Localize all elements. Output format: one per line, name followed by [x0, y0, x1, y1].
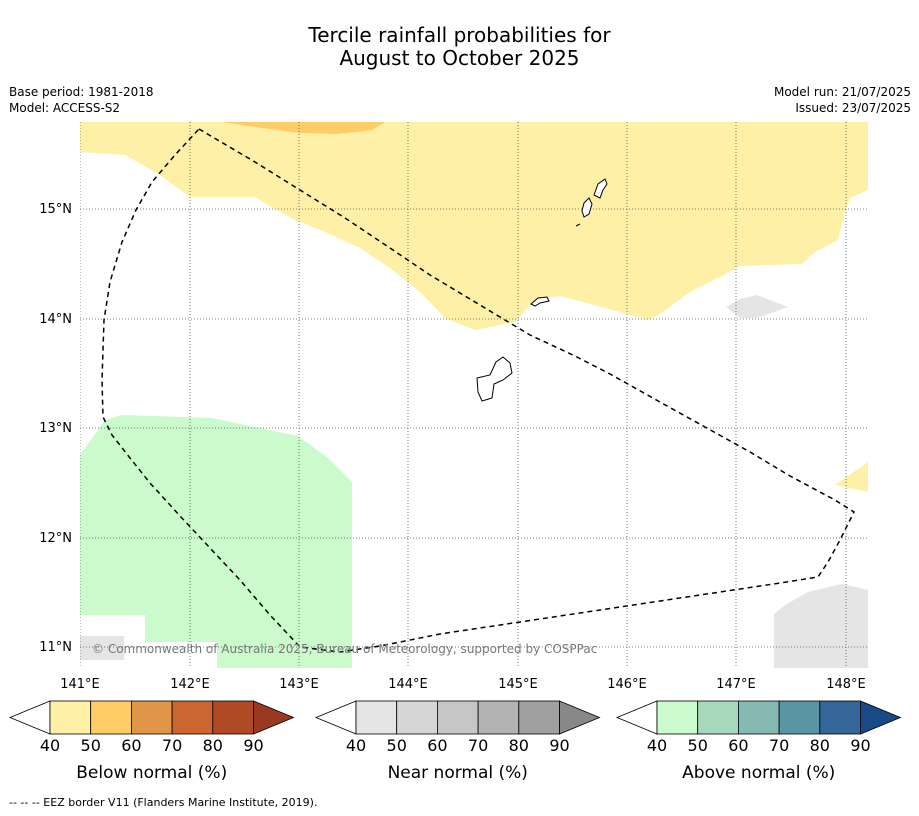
- colorbar-segment: [738, 700, 780, 735]
- eez-footnote: -- -- -- EEZ border V11 (Flanders Marine…: [9, 796, 318, 809]
- lon-label: 148°E: [826, 677, 866, 692]
- meta-right: Model run: 21/07/2025 Issued: 23/07/2025: [774, 84, 911, 116]
- colorbar-tick-label: 60: [728, 736, 748, 755]
- colorbar-label: Above normal (%): [682, 763, 835, 783]
- base-period: Base period: 1981-2018: [9, 85, 154, 99]
- colorbar-extend-low: [8, 700, 51, 735]
- below-normal-region-east: [835, 462, 868, 492]
- map-title-line2: August to October 2025: [339, 46, 580, 70]
- below-normal-region: [80, 122, 868, 330]
- colorbar-segment: [49, 700, 92, 735]
- latitude-labels: 15°N 14°N 13°N 12°N 11°N: [39, 202, 72, 655]
- lon-label: 145°E: [498, 677, 538, 692]
- colorbar-tick-label: 80: [810, 736, 830, 755]
- lat-label: 13°N: [39, 421, 72, 436]
- lon-label: 141°E: [60, 677, 100, 692]
- colorbar-segment: [396, 700, 438, 735]
- colorbar-segment: [518, 700, 560, 735]
- near-normal-region-southwest: [80, 636, 124, 660]
- colorbar-segment: [697, 700, 739, 735]
- colorbar-tick-label: 70: [468, 736, 488, 755]
- graticule: [80, 122, 868, 668]
- issued-date: Issued: 23/07/2025: [795, 101, 911, 115]
- colorbar-tick-label: 80: [509, 736, 529, 755]
- near-normal-region-northeast: [726, 295, 788, 318]
- colorbar-tick-label: 60: [121, 736, 141, 755]
- colorbar: 40 50 60 70 80 90 Near normal (%): [314, 700, 601, 783]
- island-tinian: [581, 197, 593, 218]
- copyright-text: © Commonwealth of Australia 2025, Bureau…: [92, 642, 597, 656]
- lon-label: 144°E: [388, 677, 428, 692]
- colorbar-extend-high: [559, 700, 601, 735]
- colorbars: 40 50 60 70 80 90 Below normal (%) 40 50 60 70 80 90…: [8, 700, 902, 783]
- colorbar-tick-label: 50: [387, 736, 407, 755]
- near-normal-region-east: [774, 584, 868, 668]
- colorbar-extend-high: [253, 700, 295, 735]
- lon-label: 143°E: [279, 677, 319, 692]
- colorbar-segment: [656, 700, 699, 735]
- model-run: Model run: 21/07/2025: [773, 85, 911, 99]
- lat-label: 11°N: [39, 640, 72, 655]
- colorbar-tick-label: 70: [769, 736, 789, 755]
- map-area: [80, 122, 868, 668]
- colorbar-segment: [477, 700, 520, 735]
- lat-label: 12°N: [39, 531, 72, 546]
- colorbar-segment: [436, 700, 479, 735]
- colorbar-tick-label: 50: [688, 736, 708, 755]
- below-normal-50-region: [222, 122, 385, 134]
- colorbar: 40 50 60 70 80 90 Below normal (%): [8, 700, 295, 783]
- colorbar-tick-label: 70: [162, 736, 182, 755]
- colorbar-extend-low: [615, 700, 658, 735]
- colorbar-segment: [819, 700, 861, 735]
- colorbar-extend-low: [314, 700, 357, 735]
- lon-label: 142°E: [170, 677, 210, 692]
- lat-label: 15°N: [39, 202, 72, 217]
- colorbar: 40 50 60 70 80 90 Above normal (%): [615, 700, 902, 783]
- above-normal-region: [80, 415, 352, 668]
- colorbar-segment: [130, 700, 173, 735]
- colorbar-tick-label: 90: [549, 736, 569, 755]
- eez-border: [101, 128, 855, 653]
- colorbar-tick-label: 60: [427, 736, 447, 755]
- colorbar-label: Below normal (%): [76, 763, 227, 783]
- colorbar-tick-label: 90: [850, 736, 870, 755]
- colorbar-tick-label: 50: [81, 736, 101, 755]
- lon-label: 147°E: [716, 677, 756, 692]
- lat-label: 14°N: [39, 312, 72, 327]
- meta-left: Base period: 1981-2018 Model: ACCESS-S2: [9, 84, 154, 116]
- island-saipan: [593, 178, 608, 199]
- model-name: Model: ACCESS-S2: [9, 101, 121, 115]
- longitude-labels: 141°E 142°E 143°E 144°E 145°E 146°E 147°…: [60, 677, 866, 692]
- colorbar-segment: [778, 700, 821, 735]
- colorbar-tick-label: 40: [346, 736, 366, 755]
- colorbar-segment: [90, 700, 132, 735]
- island-guam: [476, 356, 513, 402]
- colorbar-tick-label: 80: [203, 736, 223, 755]
- lon-label: 146°E: [607, 677, 647, 692]
- map-title-line1: Tercile rainfall probabilities for: [308, 23, 611, 47]
- colorbar-label: Near normal (%): [388, 763, 528, 783]
- island-rota: [530, 296, 550, 307]
- colorbar-extend-high: [860, 700, 902, 735]
- island-aguijan: [575, 223, 581, 227]
- colorbar-tick-label: 90: [243, 736, 263, 755]
- colorbar-tick-label: 40: [647, 736, 667, 755]
- colorbar-tick-label: 40: [40, 736, 60, 755]
- colorbar-segment: [355, 700, 398, 735]
- colorbar-segment: [171, 700, 214, 735]
- colorbar-segment: [212, 700, 254, 735]
